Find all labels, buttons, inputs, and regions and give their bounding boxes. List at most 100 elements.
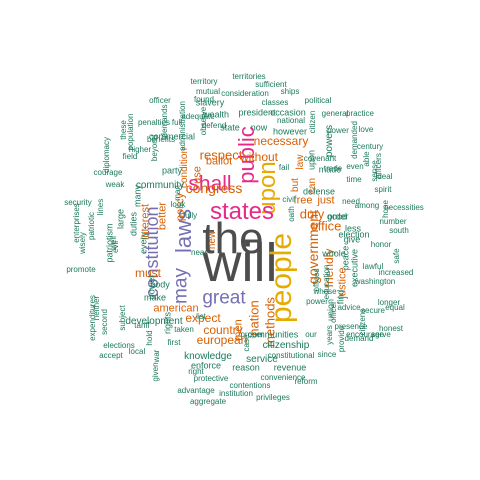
word-less: less — [344, 223, 362, 234]
word-fail: fail — [278, 163, 290, 172]
word-duties: duties — [128, 211, 139, 237]
word-now: now — [250, 122, 268, 133]
word-adequate: adequate — [181, 112, 215, 121]
word-administration: administration — [178, 101, 187, 151]
word-penalties: penalties — [137, 118, 171, 127]
word-our: our — [305, 330, 317, 339]
word-promote: promote — [66, 265, 96, 274]
word-defense: defense — [302, 186, 336, 197]
word-case: case — [242, 334, 251, 352]
word-equal: equal — [385, 303, 405, 312]
word-tariff: tariff — [134, 321, 150, 330]
word-states: states — [209, 198, 275, 225]
word-revenue: revenue — [273, 362, 307, 373]
word-right: right — [188, 367, 204, 376]
word-national: national — [276, 116, 306, 125]
word-election: election — [338, 229, 370, 240]
word-service: service — [246, 354, 278, 365]
word-fully: fully — [182, 211, 198, 220]
word-second: second — [100, 309, 109, 335]
word-expect: expect — [185, 311, 221, 325]
word-officer: officer — [329, 301, 338, 323]
word-number: number — [379, 217, 407, 226]
word-among: among — [354, 201, 380, 210]
word-knowledge: knowledge — [184, 351, 232, 362]
word-civil: civil — [282, 195, 296, 204]
word-safe: safe — [392, 248, 401, 264]
word-local: local — [128, 347, 146, 356]
word-political: political — [304, 96, 332, 105]
word-wealth: wealth — [202, 109, 230, 120]
word-south: south — [389, 226, 409, 235]
word-taken: taken — [174, 325, 194, 334]
word-slavery: slavery — [195, 97, 225, 108]
word-provide: provide — [337, 325, 346, 353]
word-trade: trade — [323, 164, 343, 173]
word-institution: institution — [219, 389, 253, 398]
word-made: made — [318, 164, 342, 175]
word-european: european — [196, 333, 248, 347]
word-beyond: beyond — [150, 134, 159, 162]
word-oath: oath — [287, 206, 296, 222]
word-new: new — [207, 230, 218, 250]
word-increased: increased — [378, 268, 414, 277]
word-protective: protective — [193, 374, 229, 383]
word-accept: accept — [99, 351, 123, 360]
word-make: make — [143, 292, 167, 303]
word-spirit: spirit — [374, 185, 392, 194]
word-presence: presence — [334, 322, 368, 331]
word-elections: elections — [103, 341, 135, 350]
word-but: but — [290, 178, 301, 192]
word-community: community — [135, 180, 185, 191]
word-body: body — [150, 279, 170, 290]
word-power: power — [306, 297, 328, 306]
word-lines: lines — [96, 198, 105, 216]
word-duty: duty — [299, 206, 325, 222]
word-whose: whose — [313, 287, 337, 296]
word-territory: territory — [190, 77, 218, 86]
word-however: however — [272, 126, 308, 137]
word-development: development — [125, 316, 183, 327]
word-encourage: encourage — [346, 330, 384, 339]
word-population: population — [126, 113, 135, 151]
word-near: near — [190, 248, 208, 257]
word-convenience: convenience — [260, 373, 306, 382]
word-covenant: covenant — [303, 154, 337, 163]
word-war: war — [152, 349, 161, 363]
word-ideal: ideal — [375, 172, 393, 181]
word-the: the — [202, 214, 264, 263]
word-even: even — [346, 162, 364, 171]
word-general: general — [321, 109, 349, 118]
word-benefits: benefits — [146, 135, 176, 144]
word-classes: classes — [261, 98, 289, 107]
word-ships: ships — [280, 87, 300, 96]
word-full: full — [171, 118, 183, 127]
word-since: since — [317, 350, 337, 359]
word-reason: reason — [232, 362, 260, 373]
word-first: first — [167, 338, 181, 347]
word-party: party — [161, 165, 183, 176]
word-sufficient: sufficient — [255, 80, 287, 89]
word-demand: demand — [344, 334, 374, 343]
word-security: security — [64, 198, 92, 207]
word-state: state — [220, 122, 240, 133]
word-love: love — [358, 125, 374, 134]
word-hope: hope — [381, 200, 390, 218]
word-shall: shall — [188, 172, 232, 196]
word-lawful: lawful — [362, 262, 384, 271]
word-congress: congress — [185, 180, 243, 196]
word-country: country — [203, 323, 243, 337]
word-power: power — [327, 126, 349, 135]
word-president: president — [238, 107, 276, 118]
word-mutual: mutual — [195, 87, 221, 96]
word-occasion: occasion — [270, 107, 306, 118]
word-office: office — [310, 218, 342, 234]
word-man: man — [173, 185, 182, 201]
word-subject: subject — [118, 305, 127, 331]
word-rights: rights — [162, 311, 173, 335]
word-need: need — [342, 197, 360, 206]
word-necessities: necessities — [384, 203, 424, 212]
word-every: every — [138, 231, 149, 255]
word-will: will — [202, 233, 278, 293]
